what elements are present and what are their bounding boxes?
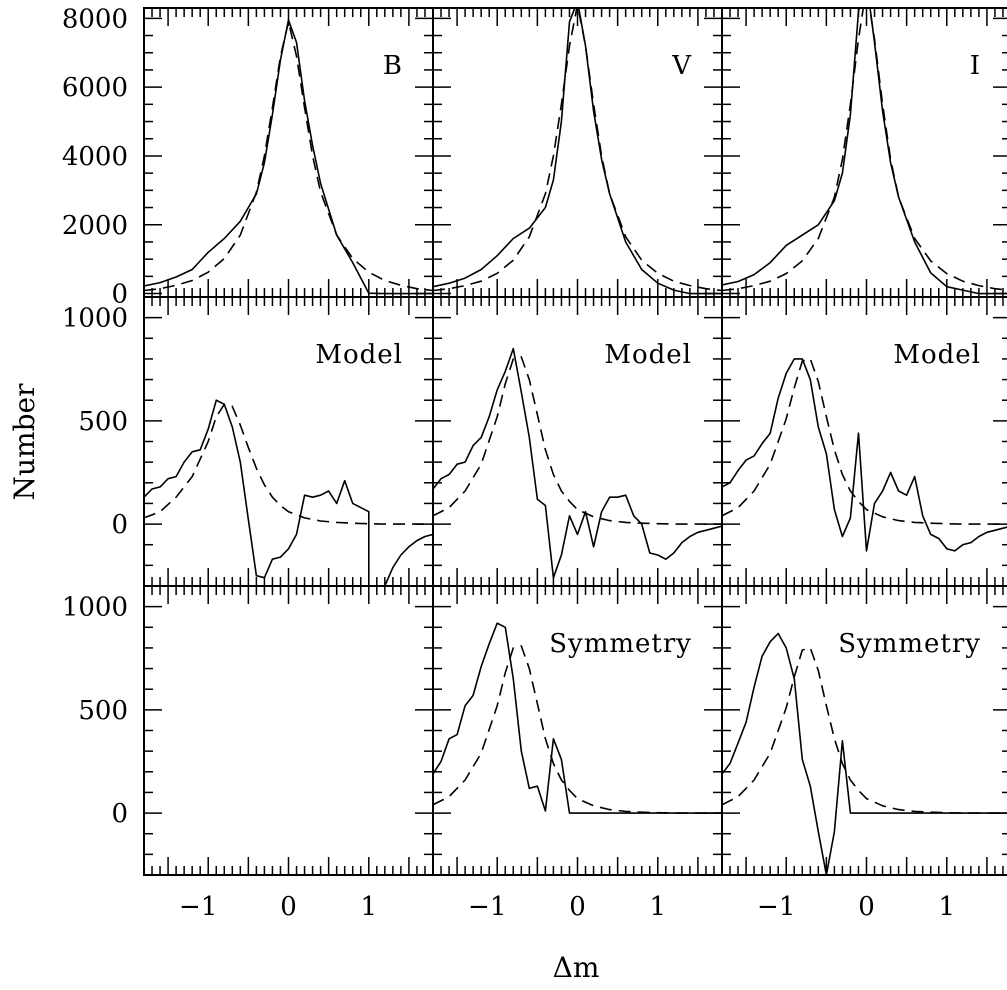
panel-r0-c2: I xyxy=(721,7,1007,298)
y-tick-label: 0 xyxy=(111,799,128,829)
panel-frame xyxy=(143,585,434,876)
panel-r2-c1: Symmetry −1 0 1 xyxy=(432,585,723,922)
x-tick-label: −1 xyxy=(757,892,795,922)
x-tick-label: 0 xyxy=(280,892,297,922)
data-curve-solid-0 xyxy=(722,8,1007,295)
panel-r1-c1: Model xyxy=(432,296,723,587)
panel-r0-c1: V xyxy=(432,7,723,298)
y-tick-label: 500 xyxy=(78,407,128,437)
model-curve-dashed-1 xyxy=(433,356,722,525)
panel-label: V xyxy=(671,51,692,81)
model-curve-dashed-1 xyxy=(144,20,433,292)
x-tick-label: 1 xyxy=(939,892,956,922)
y-tick-label: 4000 xyxy=(62,142,128,172)
model-curve-dashed-1 xyxy=(433,645,722,814)
panel-label: Model xyxy=(315,340,403,370)
model-curve-dashed-1 xyxy=(722,358,1007,525)
panel-label: B xyxy=(383,51,403,81)
panel-r2-c0: 0 500 1000 −1 0 1 xyxy=(62,585,434,922)
y-tick-label: 1000 xyxy=(62,304,128,334)
data-curve-solid-0 xyxy=(722,358,1007,552)
y-tick-label: 0 xyxy=(111,280,128,310)
x-tick-label: 1 xyxy=(361,892,378,922)
data-curve-solid-0 xyxy=(433,622,722,814)
y-tick-label: 500 xyxy=(78,696,128,726)
model-curve-dashed-1 xyxy=(722,8,1007,292)
x-tick-label: 1 xyxy=(650,892,667,922)
panel-label: Symmetry xyxy=(838,629,981,659)
panel-label: Model xyxy=(604,340,692,370)
y-tick-label: 2000 xyxy=(62,211,128,241)
data-curve-solid-0 xyxy=(144,399,433,586)
x-tick-label: −1 xyxy=(179,892,217,922)
panel-r2-c2: Symmetry −1 0 1 xyxy=(721,585,1007,922)
panel-label: Symmetry xyxy=(549,629,692,659)
data-curve-solid-0 xyxy=(144,19,433,295)
x-tick-label: 0 xyxy=(569,892,586,922)
y-tick-label: 6000 xyxy=(62,73,128,103)
panel-r0-c0: B 0 2000 4000 6000 8000 xyxy=(62,4,434,310)
model-curve-dashed-1 xyxy=(144,403,433,525)
panel-r1-c2: Model xyxy=(721,296,1007,587)
data-curve-solid-0 xyxy=(433,347,722,579)
panel-frame xyxy=(721,7,1007,298)
model-curve-dashed-1 xyxy=(433,8,722,292)
panel-label: Model xyxy=(893,340,981,370)
y-axis-title: Number xyxy=(8,383,41,501)
data-curve-solid-0 xyxy=(722,632,1007,875)
data-curve-solid-0 xyxy=(433,8,722,295)
panel-r1-c0: Model 0 500 1000 xyxy=(62,296,434,587)
x-tick-label: −1 xyxy=(468,892,506,922)
x-tick-label: 0 xyxy=(858,892,875,922)
x-axis-title: Δm xyxy=(553,951,600,984)
y-tick-label: 0 xyxy=(111,510,128,540)
model-curve-dashed-1 xyxy=(722,647,1007,814)
y-tick-label: 1000 xyxy=(62,593,128,623)
panel-label: I xyxy=(970,51,981,81)
y-tick-label: 8000 xyxy=(62,4,128,34)
